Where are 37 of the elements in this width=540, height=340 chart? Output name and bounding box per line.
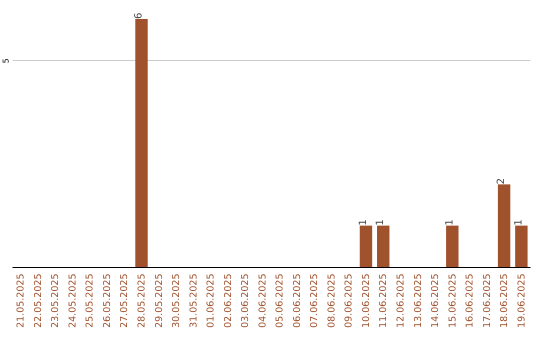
data-label: 2 (496, 178, 508, 184)
x-tick-label: 18.06.2025 (499, 274, 510, 328)
x-tick-label: 01.06.2025 (206, 274, 217, 328)
x-tick-label: 14.06.2025 (430, 274, 442, 328)
x-tick-label: 05.06.2025 (274, 274, 286, 328)
x-tick-label: 21.05.2025 (16, 274, 27, 328)
x-tick-label: 07.06.2025 (309, 274, 320, 328)
x-tick-label: 11.06.2025 (378, 274, 390, 328)
x-tick-label: 04.06.2025 (257, 274, 268, 328)
x-tick-label: 29.05.2025 (154, 274, 165, 328)
data-label: 1 (358, 219, 369, 226)
x-tick-label: 27.05.2025 (119, 274, 130, 328)
x-tick-label: 17.06.2025 (482, 274, 493, 328)
x-tick-label: 25.05.2025 (84, 274, 96, 328)
x-tick-label: 02.06.2025 (222, 274, 234, 328)
x-tick-label: 15.06.2025 (447, 274, 458, 328)
data-label: 6 (134, 12, 144, 19)
data-label: 1 (444, 219, 456, 226)
x-tick-label: 10.06.2025 (360, 274, 372, 328)
x-tick-label: 08.06.2025 (326, 274, 338, 328)
x-tick-label: 22.05.2025 (32, 274, 44, 328)
x-tick-label: 06.06.2025 (292, 274, 303, 328)
x-tick-label: 19.06.2025 (516, 274, 528, 328)
x-tick-label: 03.06.2025 (240, 274, 252, 328)
x-tick-label: 16.06.2025 (464, 274, 476, 328)
x-tick-label: 12.06.2025 (396, 274, 406, 328)
x-tick-label: 28.05.2025 (136, 274, 148, 328)
x-tick-label: 24.05.2025 (67, 274, 78, 328)
x-tick-label: 31.05.2025 (188, 274, 200, 328)
x-tick-label: 09.06.2025 (344, 274, 355, 328)
x-tick-label: 23.05.2025 (50, 274, 62, 328)
data-label: 1 (513, 219, 524, 226)
x-tick-label: 13.06.2025 (412, 274, 424, 328)
data-label: 1 (375, 219, 386, 226)
x-tick-label: 26.05.2025 (102, 274, 113, 328)
y-tick-label: 5 (2, 58, 10, 64)
x-tick-label: 30.05.2025 (171, 274, 182, 328)
